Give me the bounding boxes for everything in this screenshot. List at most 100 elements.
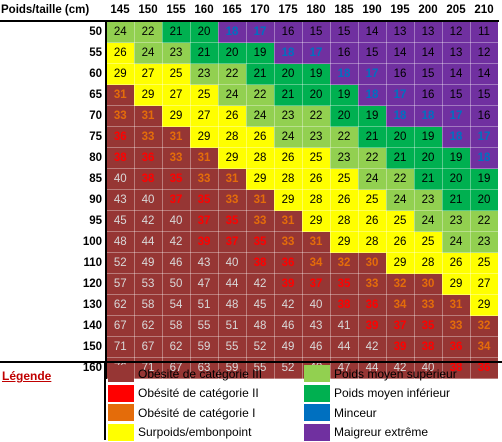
bmi-cell: 52: [105, 252, 135, 274]
bmi-cell: 21: [189, 42, 219, 64]
bmi-cell: 33: [133, 126, 163, 148]
bmi-cell: 31: [189, 147, 219, 169]
legend-label: Minceur: [334, 405, 377, 420]
bmi-cell: 30: [357, 252, 387, 274]
corner-label: Poids/taille (cm): [0, 0, 106, 22]
bmi-cell: 36: [357, 294, 387, 316]
bmi-cell: 29: [217, 147, 247, 169]
weight-label: 110: [0, 252, 107, 274]
bmi-cell: 23: [329, 147, 359, 169]
bmi-cell: 36: [105, 126, 135, 148]
bmi-cell: 21: [273, 84, 303, 106]
bmi-cell: 38: [133, 168, 163, 190]
bmi-cell: 20: [273, 63, 303, 85]
bmi-cell: 44: [133, 231, 163, 253]
bmi-cell: 23: [441, 210, 471, 232]
bmi-cell: 29: [273, 189, 303, 211]
bmi-cell: 45: [105, 210, 135, 232]
bmi-cell: 62: [133, 315, 163, 337]
bmi-cell: 32: [329, 252, 359, 274]
height-header: 200: [414, 0, 442, 22]
legend-swatch: [304, 384, 330, 402]
height-header-row: Poids/taille (cm) 145 150 155 160 165 170 175 1…: [0, 0, 498, 22]
bmi-cell: 47: [189, 273, 219, 295]
bmi-cell: 26: [441, 252, 471, 274]
legend: Légende Obésité de catégorie III Obésité …: [0, 361, 502, 442]
bmi-cell: 21: [245, 63, 275, 85]
weight-label: 85: [0, 168, 107, 190]
bmi-cell: 14: [385, 42, 415, 64]
bmi-cell: 36: [273, 252, 303, 274]
bmi-cell: 38: [329, 294, 359, 316]
bmi-cell: 15: [329, 20, 359, 43]
weight-label: 55: [0, 42, 107, 64]
bmi-cell: 33: [413, 294, 443, 316]
bmi-cell: 16: [469, 105, 499, 127]
weight-label: 100: [0, 231, 107, 253]
bmi-cell: 26: [245, 126, 275, 148]
height-header: 210: [470, 0, 498, 22]
height-header: 170: [246, 0, 274, 22]
bmi-cell: 33: [161, 147, 191, 169]
bmi-cell: 22: [385, 168, 415, 190]
bmi-cell: 19: [301, 63, 331, 85]
bmi-cell: 34: [469, 336, 499, 358]
bmi-cell: 71: [105, 336, 135, 358]
legend-divider: [104, 361, 106, 440]
bmi-cell: 18: [217, 20, 247, 43]
bmi-cell: 40: [161, 210, 191, 232]
bmi-cell: 35: [189, 189, 219, 211]
bmi-cell: 36: [133, 147, 163, 169]
bmi-cell: 18: [413, 105, 443, 127]
bmi-cell: 33: [357, 273, 387, 295]
legend-item: Surpoids/embonpoint: [108, 423, 251, 442]
bmi-cell: 23: [273, 105, 303, 127]
legend-item: Minceur: [304, 403, 377, 422]
height-header: 155: [162, 0, 190, 22]
bmi-cell: 31: [301, 231, 331, 253]
bmi-cell: 21: [441, 189, 471, 211]
bmi-cell: 57: [105, 273, 135, 295]
weight-label: 70: [0, 105, 107, 127]
bmi-cell: 20: [217, 42, 247, 64]
bmi-cell: 39: [273, 273, 303, 295]
bmi-cell: 15: [357, 42, 387, 64]
bmi-cell: 19: [469, 168, 499, 190]
bmi-cell: 35: [217, 210, 247, 232]
bmi-cell: 26: [301, 168, 331, 190]
bmi-cell: 40: [217, 252, 247, 274]
bmi-cell: 22: [357, 147, 387, 169]
bmi-cell: 29: [105, 63, 135, 85]
legend-swatch: [304, 404, 330, 421]
bmi-cell: 43: [189, 252, 219, 274]
legend-swatch: [108, 404, 134, 421]
bmi-cell: 18: [469, 147, 499, 169]
height-header: 160: [190, 0, 218, 22]
bmi-cell: 39: [357, 315, 387, 337]
bmi-cell: 28: [413, 252, 443, 274]
bmi-cell: 38: [105, 147, 135, 169]
table-row: 55 26 24 23 21 20 19 18 17 16 15 14 14 13 12: [0, 42, 499, 64]
bmi-cell: 36: [441, 336, 471, 358]
bmi-cell: 38: [413, 336, 443, 358]
weight-label: 50: [0, 21, 107, 43]
bmi-cell: 28: [217, 126, 247, 148]
bmi-cell: 12: [441, 20, 471, 43]
legend-swatch: [304, 423, 330, 441]
bmi-cell: 18: [441, 126, 471, 148]
bmi-cell: 14: [413, 42, 443, 64]
table-row: 100 48 44 42 39 37 35 33 31 29 28 26 25 24 23: [0, 231, 499, 253]
bmi-cell: 21: [357, 126, 387, 148]
bmi-cell: 13: [413, 20, 443, 43]
table-row: 65 31 29 27 25 24 22 21 20 19 18 17 16 15 15: [0, 84, 499, 106]
legend-item: Maigreur extrême: [304, 423, 428, 442]
legend-label: Poids moyen inférieur: [334, 386, 451, 400]
bmi-cell: 24: [413, 210, 443, 232]
bmi-cell: 26: [105, 42, 135, 64]
table-row: 140 67 62 58 55 51 48 46 43 41 39 37 35 33 32: [0, 315, 499, 337]
bmi-cell: 26: [217, 105, 247, 127]
weight-label: 80: [0, 147, 107, 169]
bmi-cell: 17: [245, 20, 275, 43]
legend-swatch: [108, 384, 134, 402]
bmi-cell: 58: [161, 315, 191, 337]
